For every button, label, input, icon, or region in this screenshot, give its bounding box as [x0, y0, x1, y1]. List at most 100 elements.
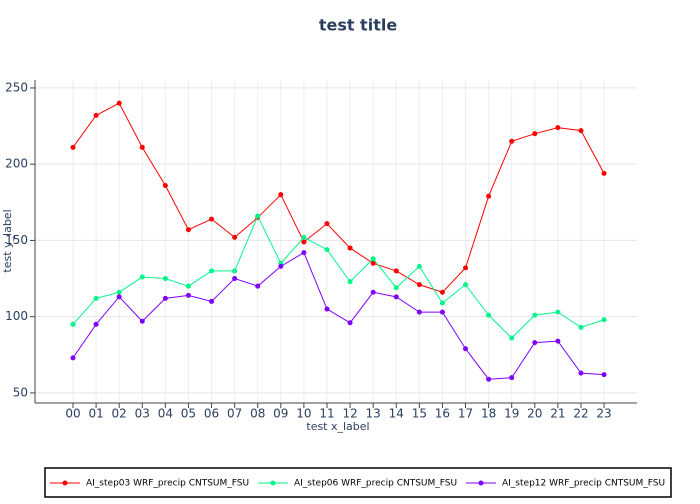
point [139, 318, 145, 324]
point [185, 283, 191, 289]
point [393, 285, 399, 291]
point [601, 317, 607, 323]
x-tick-label: 08 [250, 407, 265, 421]
point [486, 193, 492, 199]
x-tick-label: 17 [458, 407, 473, 421]
x-axis-label: test x_label [306, 420, 369, 433]
point [509, 375, 515, 381]
legend-marker [270, 480, 276, 486]
y-tick-label: 150 [5, 233, 28, 247]
point [555, 125, 561, 131]
point [463, 265, 469, 271]
x-tick-label: 10 [296, 407, 311, 421]
x-tick-label: 20 [527, 407, 542, 421]
point [255, 283, 261, 289]
y-tick-label: 100 [5, 309, 28, 323]
chart-title: test title [319, 16, 398, 35]
point [601, 170, 607, 176]
point [532, 131, 538, 137]
series-line [72, 214, 605, 339]
x-tick-label: 15 [412, 407, 427, 421]
point [162, 295, 168, 301]
x-tick-label: 03 [135, 407, 150, 421]
point [162, 276, 168, 282]
point [370, 289, 376, 295]
legend-box [44, 467, 672, 498]
point [416, 309, 422, 315]
point [439, 309, 445, 315]
x-tick-label: 04 [158, 407, 173, 421]
series-line [72, 251, 605, 380]
x-tick-label: 09 [273, 407, 288, 421]
point [416, 263, 422, 269]
point [393, 268, 399, 274]
point [578, 128, 584, 134]
point [255, 213, 261, 219]
point [486, 312, 492, 318]
point [555, 309, 561, 315]
x-tick-label: 01 [88, 407, 103, 421]
point [301, 250, 307, 256]
point [301, 234, 307, 240]
point [185, 227, 191, 233]
point [347, 245, 353, 251]
point [439, 289, 445, 295]
point [347, 320, 353, 326]
point [232, 234, 238, 240]
point [185, 292, 191, 298]
point [393, 294, 399, 300]
x-tick-label: 16 [435, 407, 450, 421]
x-tick-label: 05 [181, 407, 196, 421]
x-tick-label: 21 [550, 407, 565, 421]
point [509, 138, 515, 144]
point [232, 276, 238, 282]
point [324, 221, 330, 227]
point [209, 298, 215, 304]
point [555, 338, 561, 344]
x-tick-label: 22 [573, 407, 588, 421]
point [162, 183, 168, 189]
point [116, 294, 122, 300]
point [93, 112, 99, 118]
point [116, 289, 122, 295]
x-tick-label: 18 [481, 407, 496, 421]
x-tick-label: 14 [389, 407, 404, 421]
point [578, 370, 584, 376]
legend-label: AI_step03 WRF_precip CNTSUM_FSU [86, 479, 249, 489]
point [601, 372, 607, 378]
point [116, 100, 122, 106]
point [532, 340, 538, 346]
point [324, 306, 330, 312]
y-axis-label: test y_label [1, 209, 14, 272]
point [509, 335, 515, 341]
y-tick-label: 200 [5, 157, 28, 171]
x-tick-label: 07 [227, 407, 242, 421]
point [578, 324, 584, 330]
x-tick-label: 13 [366, 407, 381, 421]
point [416, 282, 422, 288]
legend-marker [62, 480, 68, 486]
legend-marker [478, 480, 484, 486]
x-tick-label: 19 [504, 407, 519, 421]
point [301, 239, 307, 245]
point [70, 321, 76, 327]
point [209, 216, 215, 222]
point [370, 256, 376, 262]
point [232, 268, 238, 274]
point [209, 268, 215, 274]
point [463, 282, 469, 288]
point [139, 274, 145, 280]
point [278, 263, 284, 269]
legend-label: AI_step12 WRF_precip CNTSUM_FSU [502, 479, 665, 489]
y-tick-label: 250 [5, 80, 28, 94]
point [93, 295, 99, 301]
y-tick-label: 50 [13, 385, 28, 399]
point [370, 260, 376, 266]
point [278, 192, 284, 198]
point [139, 144, 145, 150]
point [347, 279, 353, 285]
point [93, 321, 99, 327]
x-tick-label: 00 [65, 407, 80, 421]
x-tick-label: 11 [319, 407, 334, 421]
